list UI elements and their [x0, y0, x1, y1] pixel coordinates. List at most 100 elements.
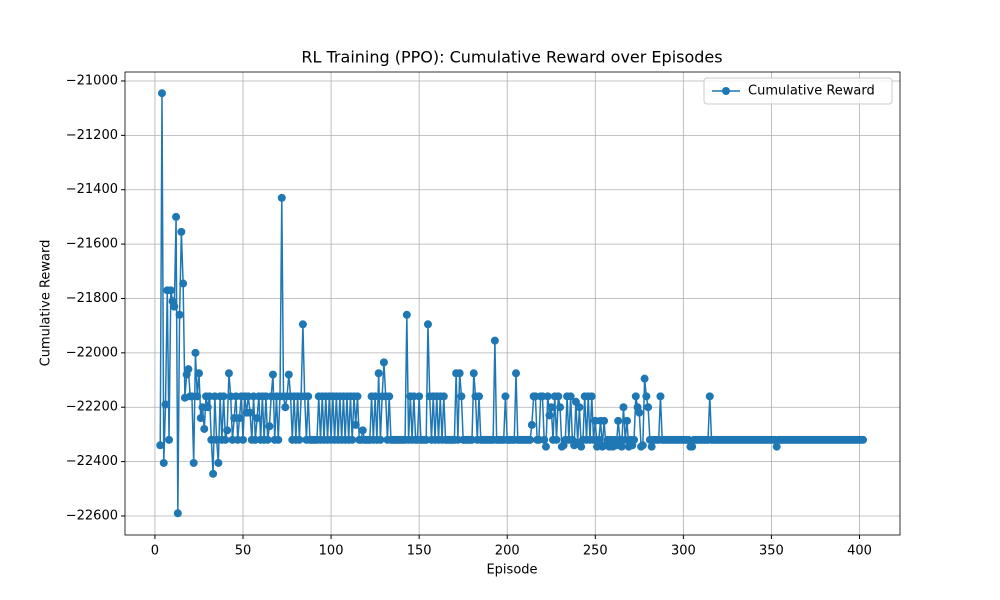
data-point	[170, 302, 179, 311]
data-point	[587, 392, 596, 401]
data-point	[457, 392, 466, 401]
data-point	[191, 348, 200, 357]
y-tick-label: −21600	[66, 237, 118, 252]
data-point	[647, 442, 656, 451]
data-point	[219, 392, 228, 401]
data-point	[622, 416, 631, 425]
data-point	[614, 416, 623, 425]
data-point	[415, 392, 424, 401]
data-point	[156, 441, 165, 450]
legend-label: Cumulative Reward	[748, 84, 875, 99]
data-point	[194, 369, 203, 378]
x-tick-label: 400	[847, 544, 872, 559]
data-point	[173, 509, 182, 518]
data-point	[469, 369, 478, 378]
data-point	[159, 458, 168, 467]
data-point	[268, 370, 277, 379]
data-point	[265, 422, 274, 431]
y-tick-label: −22200	[66, 400, 118, 415]
data-point	[165, 435, 174, 444]
data-point	[656, 392, 665, 401]
data-point	[545, 411, 554, 420]
data-point	[224, 369, 233, 378]
y-tick-label: −21800	[66, 291, 118, 306]
data-point	[594, 435, 603, 444]
data-point	[688, 442, 697, 451]
chart-title: RL Training (PPO): Cumulative Reward ove…	[301, 48, 722, 67]
data-point	[556, 403, 565, 412]
data-point	[239, 435, 248, 444]
y-tick-label: −22600	[66, 508, 118, 523]
data-point	[161, 400, 170, 409]
x-tick-label: 350	[759, 544, 784, 559]
data-point	[177, 227, 186, 236]
data-point	[263, 435, 272, 444]
x-axis-label: Episode	[486, 563, 537, 578]
data-point	[512, 369, 521, 378]
data-point	[552, 435, 561, 444]
data-point	[423, 320, 432, 329]
data-point	[284, 370, 293, 379]
data-point	[642, 392, 651, 401]
y-tick-label: −22400	[66, 454, 118, 469]
legend-box	[703, 77, 893, 105]
data-point	[526, 435, 535, 444]
data-point	[859, 435, 868, 444]
data-point	[554, 392, 563, 401]
data-point	[209, 469, 218, 478]
x-tick-label: 250	[583, 544, 608, 559]
x-tick-label: 300	[671, 544, 696, 559]
data-point	[379, 358, 388, 367]
data-point	[638, 441, 647, 450]
data-point	[705, 392, 714, 401]
data-point	[527, 420, 536, 429]
data-point	[166, 286, 175, 295]
data-point	[281, 403, 290, 412]
data-point	[304, 392, 313, 401]
x-tick-label: 0	[151, 544, 159, 559]
data-point	[577, 442, 586, 451]
data-point	[200, 424, 209, 433]
data-point	[172, 212, 181, 221]
data-point	[196, 414, 205, 423]
data-point	[203, 403, 212, 412]
y-tick-label: −21400	[66, 182, 118, 197]
data-point	[371, 392, 380, 401]
x-tick-label: 200	[495, 544, 520, 559]
data-point	[566, 392, 575, 401]
data-point	[402, 310, 411, 319]
data-point	[630, 435, 639, 444]
data-point	[385, 392, 394, 401]
data-point	[772, 442, 781, 451]
y-axis-label: Cumulative Reward	[39, 240, 54, 367]
data-point	[543, 392, 552, 401]
x-tick-label: 50	[235, 544, 252, 559]
data-point	[631, 392, 640, 401]
axes-frame	[124, 71, 901, 536]
data-point	[635, 408, 644, 417]
data-point	[575, 403, 584, 412]
data-point	[619, 403, 628, 412]
data-point	[214, 458, 223, 467]
data-point	[189, 458, 198, 467]
data-point	[547, 403, 556, 412]
data-point	[640, 374, 649, 383]
data-point	[617, 442, 626, 451]
data-point	[353, 392, 362, 401]
y-tick-label: −21200	[66, 128, 118, 143]
data-point	[541, 442, 550, 451]
data-point	[475, 392, 484, 401]
data-point	[455, 369, 464, 378]
data-point	[439, 392, 448, 401]
data-point	[358, 426, 367, 435]
data-point	[221, 435, 230, 444]
data-point	[374, 369, 383, 378]
data-point	[184, 365, 193, 374]
data-point	[490, 336, 499, 345]
y-tick-label: −22000	[66, 345, 118, 360]
data-point	[253, 414, 262, 423]
data-point	[295, 435, 304, 444]
data-point	[600, 416, 609, 425]
data-point	[235, 414, 244, 423]
